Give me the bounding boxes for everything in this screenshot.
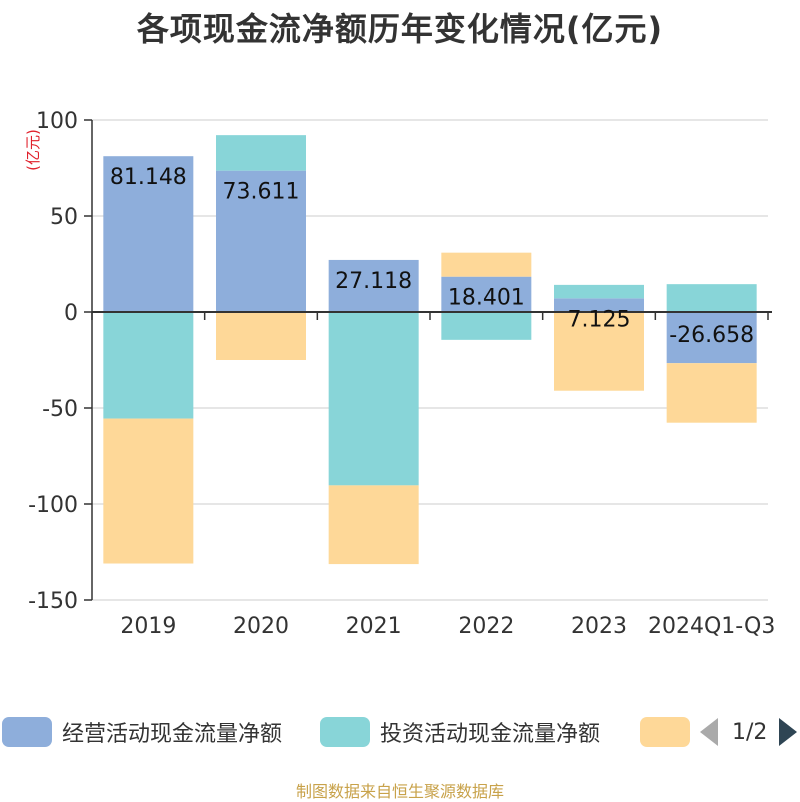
y-tick-label: -100	[28, 493, 78, 518]
x-tick-label: 2022	[458, 614, 514, 639]
bar-financing-2022[interactable]	[441, 252, 532, 277]
bars	[103, 135, 757, 565]
bar-investing-2021[interactable]	[328, 312, 419, 486]
data-label-2023: 7.125	[568, 307, 631, 332]
legend-page-indicator: 1/2	[732, 719, 768, 745]
x-tick-label: 2021	[346, 614, 402, 639]
data-label-2021: 27.118	[335, 269, 412, 294]
bar-investing-2023[interactable]	[554, 284, 644, 299]
bar-operating-2019[interactable]	[103, 156, 194, 312]
legend-label-investing: 投资活动现金流量净额	[380, 722, 601, 747]
stacked-bar-chart: 100 50 0 -50 -100 -150 2019 2020 2021 2022 2023 202…	[28, 109, 775, 639]
y-tick-label: 50	[50, 205, 78, 230]
axes: 100 50 0 -50 -100 -150 2019 2020 2021 2022 2023 202…	[28, 109, 775, 639]
x-tick-label: 2020	[233, 614, 289, 639]
data-label-2024Q1-Q3: -26.658	[669, 323, 754, 348]
y-tick-label: 0	[64, 301, 78, 326]
legend-swatch-operating	[2, 717, 52, 747]
x-tick-label: 2024Q1-Q3	[648, 614, 775, 639]
x-tick-label: 2023	[571, 614, 627, 639]
legend: 经营活动现金流量净额 投资活动现金流量净额 1/2	[0, 712, 800, 756]
y-axis-unit-label: (亿元)	[24, 129, 42, 171]
legend-next-arrow-icon[interactable]	[779, 718, 798, 746]
bar-financing-2019[interactable]	[103, 418, 194, 564]
y-tick-label: 100	[36, 109, 78, 134]
x-tick-label: 2019	[120, 614, 176, 639]
legend-label-operating: 经营活动现金流量净额	[62, 722, 283, 747]
bar-operating-2023[interactable]	[554, 298, 644, 312]
bar-investing-2024Q1-Q3[interactable]	[666, 284, 757, 312]
y-tick-label: -50	[42, 397, 78, 422]
bar-investing-2022[interactable]	[441, 312, 532, 340]
bar-operating-2022[interactable]	[441, 276, 532, 312]
bar-operating-2021[interactable]	[328, 259, 419, 312]
legend-pager: 1/2	[700, 716, 798, 748]
y-axis-unit: (亿元)	[24, 129, 42, 171]
data-label-2019: 81.148	[110, 165, 187, 190]
legend-item-operating[interactable]: 经营活动现金流量净额	[2, 716, 282, 748]
bar-operating-2020[interactable]	[216, 170, 306, 312]
legend-item-investing[interactable]: 投资活动现金流量净额	[320, 716, 600, 748]
bar-financing-2020[interactable]	[216, 312, 306, 360]
legend-swatch-financing	[640, 717, 690, 747]
bar-financing-2024Q1-Q3[interactable]	[666, 363, 757, 423]
data-labels: 81.148 73.611 27.118 18.401 7.125 -26.658	[110, 165, 754, 348]
bar-financing-2023[interactable]	[554, 312, 644, 391]
y-tick-label: -150	[28, 589, 78, 614]
data-label-2022: 18.401	[448, 286, 525, 311]
bar-operating-2024Q1-Q3[interactable]	[666, 312, 757, 364]
data-label-2020: 73.611	[223, 180, 300, 205]
bar-investing-2020[interactable]	[216, 135, 306, 171]
bar-financing-2021[interactable]	[328, 485, 419, 565]
chart-title: 各项现金流净额历年变化情况(亿元)	[136, 10, 664, 48]
legend-swatch-investing	[320, 717, 370, 747]
legend-prev-arrow-icon[interactable]	[700, 718, 718, 746]
data-source-note: 制图数据来自恒生聚源数据库	[295, 782, 504, 801]
grid-lines	[92, 119, 768, 601]
legend-item-financing[interactable]	[640, 716, 690, 748]
bar-investing-2019[interactable]	[103, 312, 194, 419]
